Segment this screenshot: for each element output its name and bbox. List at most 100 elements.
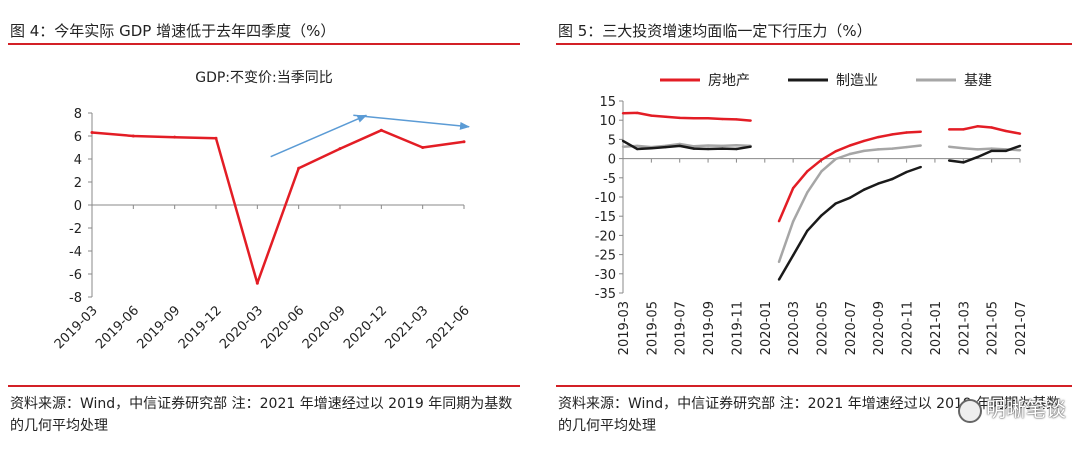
data-point-realestate [877, 135, 880, 139]
data-point-infrastructure [947, 145, 951, 148]
x-tick-label: 2020-01 [759, 301, 774, 355]
gdp-data-point [462, 140, 466, 144]
data-point-realestate [820, 158, 823, 161]
data-point-realestate [706, 117, 710, 120]
data-point-manufacturing [777, 278, 781, 281]
data-point-manufacturing [749, 145, 752, 148]
data-point-infrastructure [806, 191, 809, 194]
data-point-realestate [692, 117, 696, 120]
data-point-infrastructure [919, 144, 922, 147]
data-point-realestate [777, 219, 781, 223]
gdp-data-point [131, 134, 135, 138]
data-point-infrastructure [791, 220, 795, 223]
x-tick-label: 2019-03 [52, 303, 101, 352]
x-tick-label: 2019-11 [730, 301, 745, 355]
y-tick-label: -15 [595, 210, 616, 225]
x-tick-label: 2020-03 [787, 301, 802, 355]
data-point-manufacturing [834, 202, 837, 205]
data-point-manufacturing [621, 139, 625, 143]
data-point-manufacturing [791, 254, 795, 257]
y-tick-label: -2 [69, 222, 82, 237]
figure-5-panel: 图 5：三大投资增速均面临一定下行压力（%） 房地产 制造业 基建 15 10 5 0 -5 -… [548, 0, 1080, 456]
y-tick-label: -10 [595, 191, 616, 206]
data-point-infrastructure [848, 152, 852, 156]
y-tick-label: -25 [595, 249, 616, 264]
watermark: 明晰笔谈 [958, 393, 1066, 423]
x-tick-label: 2021-01 [929, 301, 944, 355]
data-point-infrastructure [721, 144, 724, 148]
x-tick-label: 2021-03 [382, 303, 431, 352]
y-tick-label: -4 [69, 245, 82, 260]
y-tick-label: -5 [603, 172, 616, 187]
data-point-realestate [891, 133, 894, 136]
figure-4-bottom-rule [8, 385, 520, 387]
data-point-manufacturing [905, 170, 908, 174]
gdp-data-point [379, 128, 383, 132]
legend-label: 房地产 [708, 73, 750, 89]
data-point-realestate [947, 128, 951, 131]
data-point-infrastructure [692, 145, 696, 148]
data-point-realestate [862, 139, 866, 143]
data-point-manufacturing [692, 147, 696, 150]
figure-5-title: 图 5：三大投资增速均面临一定下行压力（%） [558, 22, 872, 40]
data-point-realestate [635, 111, 639, 115]
data-point-manufacturing [820, 214, 823, 217]
x-tick-label: 2019-07 [674, 301, 689, 355]
y-tick-label: 15 [599, 95, 616, 110]
data-point-manufacturing [990, 149, 993, 153]
figure-4-panel: 图 4：今年实际 GDP 增速低于去年四季度（%） GDP:不变价:当季同比 8 6… [0, 0, 528, 456]
data-point-infrastructure [891, 147, 894, 150]
data-point-manufacturing [678, 144, 681, 148]
data-point-infrastructure [976, 148, 979, 151]
data-point-manufacturing [962, 161, 965, 164]
x-tick-label: 2019-06 [93, 303, 142, 352]
data-point-realestate [905, 131, 908, 134]
y-tick-label: -20 [595, 229, 616, 244]
x-tick-label: 2019-09 [702, 301, 717, 355]
data-point-realestate [664, 115, 667, 118]
figure-5-top-rule [556, 43, 1072, 45]
y-tick-label: 0 [608, 153, 616, 168]
x-tick-label: 2020-03 [217, 303, 266, 352]
data-point-infrastructure [735, 143, 738, 147]
y-tick-label: 4 [74, 153, 82, 168]
data-point-infrastructure [635, 144, 639, 148]
data-point-manufacturing [862, 188, 866, 191]
data-point-realestate [1004, 129, 1008, 133]
data-point-infrastructure [834, 157, 837, 161]
y-tick-label: 0 [74, 199, 82, 214]
data-point-manufacturing [891, 177, 894, 181]
data-point-manufacturing [650, 147, 653, 150]
chart-title: GDP:不变价:当季同比 [195, 70, 333, 86]
data-point-manufacturing [635, 147, 639, 151]
data-point-realestate [1018, 132, 1022, 135]
gdp-data-point [297, 166, 301, 170]
x-tick-label: 2020-05 [816, 301, 831, 355]
gdp-series-line [91, 129, 465, 285]
data-point-infrastructure [777, 260, 781, 264]
y-tick-label: -30 [595, 268, 616, 283]
data-point-realestate [621, 112, 625, 115]
data-point-realestate [650, 114, 653, 117]
data-point-manufacturing [664, 145, 667, 149]
data-point-manufacturing [806, 229, 809, 232]
data-point-realestate [990, 126, 993, 129]
y-tick-label: 2 [74, 176, 82, 191]
data-point-manufacturing [976, 155, 979, 159]
y-tick-label: 5 [608, 133, 616, 148]
x-tick-label: 2021-07 [1014, 301, 1029, 355]
x-tick-label: 2019-09 [134, 303, 183, 352]
data-point-manufacturing [1004, 149, 1008, 153]
data-point-infrastructure [678, 142, 681, 146]
data-point-infrastructure [706, 144, 710, 147]
data-point-realestate [834, 150, 837, 153]
data-point-infrastructure [862, 149, 866, 153]
figure-4-source-note: 资料来源：Wind，中信证券研究部 注：2021 年增速经过以 2019 年同期… [10, 396, 513, 434]
figure-5-source-note: 资料来源：Wind，中信证券研究部 注：2021 年增速经过以 2019 年同期… [558, 396, 1061, 434]
figure-4-title: 图 4：今年实际 GDP 增速低于去年四季度（%） [10, 22, 336, 40]
gdp-data-point [421, 146, 425, 149]
legend-label: 制造业 [836, 73, 878, 89]
trend-arrow [270, 114, 368, 158]
data-point-manufacturing [877, 182, 880, 185]
y-tick-label: -35 [595, 287, 616, 302]
